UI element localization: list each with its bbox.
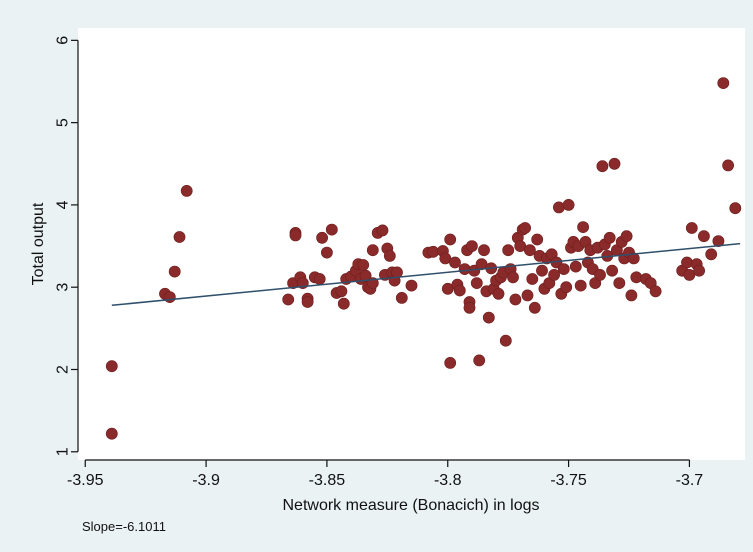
x-tick-label: -3.75: [550, 472, 587, 489]
y-tick-label: 2: [55, 365, 72, 374]
data-point: [594, 268, 606, 281]
y-tick-label: 3: [55, 283, 72, 292]
data-point: [685, 222, 698, 234]
x-axis-title: Network measure (Bonacich) in logs: [283, 497, 540, 514]
data-point: [444, 233, 457, 246]
data-point: [359, 269, 372, 282]
data-point: [444, 356, 457, 369]
data-point: [519, 222, 531, 234]
data-point: [553, 201, 565, 214]
y-axis-title: Total output: [30, 202, 47, 285]
data-point: [325, 223, 338, 236]
data-point: [536, 264, 548, 277]
data-point: [698, 230, 710, 243]
data-point: [320, 246, 333, 259]
x-tick-label: -3.8: [434, 472, 462, 489]
x-axis: -3.95 -3.9 -3.85 -3.8 -3.75 -3.7: [67, 459, 704, 489]
data-point: [453, 284, 466, 297]
x-tick-label: -3.85: [309, 472, 346, 489]
plot-area: [78, 28, 745, 460]
y-tick-label: 5: [55, 118, 72, 127]
data-point: [463, 301, 476, 314]
y-tick-label: 4: [55, 200, 72, 209]
data-point: [357, 259, 370, 271]
data-point: [395, 291, 408, 304]
data-point: [282, 293, 295, 306]
data-point: [557, 263, 570, 275]
data-point: [173, 231, 186, 243]
y-tick-label: 6: [55, 36, 72, 45]
data-point: [627, 252, 640, 265]
data-point: [366, 244, 379, 257]
fit-line-layer: [111, 242, 741, 307]
data-point: [560, 281, 573, 294]
data-point: [473, 354, 486, 367]
data-point: [630, 271, 643, 284]
x-tick-label: -3.9: [192, 472, 220, 489]
data-point: [606, 264, 618, 277]
data-point: [458, 263, 471, 275]
data-point: [569, 260, 582, 273]
data-point: [313, 273, 326, 285]
data-point: [105, 427, 118, 440]
data-point: [596, 160, 609, 173]
data-point: [712, 235, 725, 247]
data-point: [337, 297, 350, 310]
data-point: [502, 244, 515, 257]
x-tick-label: -3.7: [676, 472, 704, 489]
data-point: [608, 157, 621, 170]
data-point: [470, 277, 483, 289]
data-point: [289, 229, 302, 242]
data-point: [105, 360, 118, 373]
data-point: [577, 221, 589, 233]
data-point: [613, 277, 626, 289]
data-point: [163, 291, 176, 303]
data-point: [482, 311, 495, 324]
data-point: [405, 279, 418, 292]
data-point: [620, 230, 633, 243]
data-point: [492, 287, 505, 300]
slope-note: Slope=-6.1011: [82, 519, 166, 534]
y-axis: 1 2 3 4 5 6: [55, 36, 79, 456]
data-point: [729, 202, 742, 215]
data-point: [180, 184, 193, 197]
data-point: [383, 249, 396, 262]
data-point: [316, 231, 328, 244]
data-point: [722, 159, 734, 172]
data-point: [301, 296, 314, 308]
data-point: [693, 264, 705, 277]
data-point: [507, 271, 519, 284]
data-point: [524, 244, 536, 257]
data-point: [717, 77, 730, 89]
data-point: [705, 248, 718, 261]
data-point: [521, 289, 534, 302]
data-point: [574, 279, 587, 292]
data-point: [168, 265, 181, 278]
data-point: [465, 240, 478, 252]
data-point: [449, 256, 461, 269]
data-point: [548, 268, 560, 281]
data-point: [649, 285, 662, 298]
data-point: [499, 334, 512, 347]
data-point: [625, 289, 638, 302]
data-point: [603, 231, 616, 244]
fit-line: [111, 242, 741, 307]
data-point: [509, 293, 522, 306]
x-tick-label: -3.95: [67, 472, 104, 489]
data-point: [335, 285, 348, 298]
data-point: [681, 256, 693, 269]
data-point: [376, 224, 389, 237]
y-tick-label: 1: [55, 447, 72, 456]
data-point: [478, 244, 490, 257]
points-layer: [105, 77, 742, 440]
data-point: [531, 233, 544, 246]
data-point: [528, 301, 541, 314]
data-point: [562, 198, 575, 211]
data-point: [526, 273, 539, 285]
